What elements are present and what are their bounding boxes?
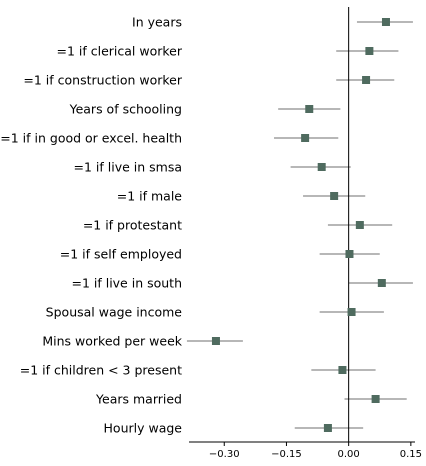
- row-labels: In years =1 if clerical worker =1 if const…: [0, 15, 183, 436]
- estimate-marker: [323, 424, 332, 432]
- row-label: =1 if children < 3 present: [20, 363, 182, 378]
- confidence-intervals: [186, 21, 413, 429]
- estimate-marker: [330, 192, 339, 200]
- estimate-marker: [362, 76, 371, 84]
- estimate-marker: [338, 366, 347, 374]
- estimate-marker: [305, 105, 314, 113]
- estimate-marker: [381, 18, 390, 26]
- estimate-marker: [355, 221, 364, 229]
- x-tick-label: −0.30: [209, 449, 240, 460]
- row-label: =1 if live in south: [71, 276, 182, 291]
- row-label: =1 if self employed: [60, 247, 182, 262]
- row-label: =1 if protestant: [83, 218, 182, 233]
- row-label: =1 if male: [117, 189, 183, 204]
- estimate-marker: [377, 279, 386, 287]
- estimate-marker: [211, 337, 220, 345]
- row-label: Years married: [95, 392, 182, 407]
- row-label: Hourly wage: [104, 421, 183, 436]
- x-axis-ticks: −0.30 −0.15 0.00 0.15: [209, 442, 422, 460]
- estimate-markers: [211, 18, 390, 432]
- row-label: Spousal wage income: [46, 305, 183, 320]
- x-tick-label: 0.15: [400, 449, 422, 460]
- row-label: =1 if clerical worker: [56, 44, 182, 59]
- row-label: =1 if live in smsa: [74, 160, 182, 175]
- row-label: Mins worked per week: [42, 334, 182, 349]
- estimate-marker: [371, 395, 380, 403]
- estimate-marker: [347, 308, 356, 316]
- x-tick-label: −0.15: [271, 449, 302, 460]
- row-label: In years: [132, 15, 182, 30]
- row-label: =1 if construction worker: [23, 73, 182, 88]
- x-tick-label: 0.00: [338, 449, 360, 460]
- row-label: =1 if in good or excel. health: [0, 131, 182, 146]
- estimate-marker: [317, 163, 326, 171]
- estimate-marker: [365, 47, 374, 55]
- estimate-marker: [345, 250, 354, 258]
- row-label: Years of schooling: [69, 102, 182, 117]
- estimate-marker: [301, 134, 310, 142]
